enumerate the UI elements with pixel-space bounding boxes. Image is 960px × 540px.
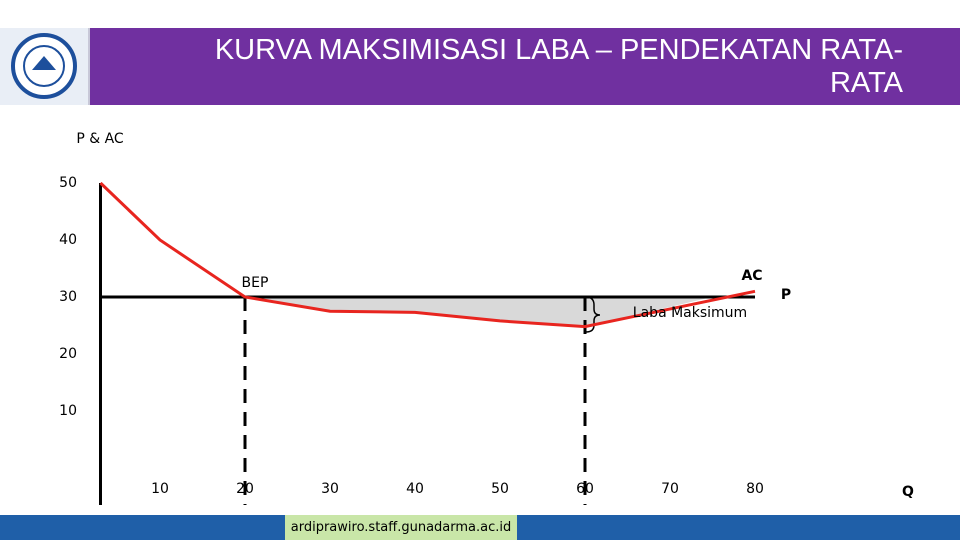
y-axis-label: P & AC <box>76 131 124 147</box>
series-label: AC <box>741 268 762 284</box>
title: KURVA MAKSIMISASI LABA – PENDEKATAN RATA… <box>214 34 903 99</box>
logo <box>0 28 90 105</box>
x-axis-label: Q <box>902 484 914 500</box>
x-tick-label: 50 <box>491 481 509 497</box>
annotation: BEP <box>242 275 269 291</box>
profit-area <box>245 297 712 327</box>
y-tick-label: 50 <box>59 175 77 191</box>
series-label: P <box>781 287 791 303</box>
header-bar <box>0 28 960 105</box>
y-tick-label: 30 <box>59 289 77 305</box>
x-tick-label: 30 <box>321 481 339 497</box>
series-line <box>99 181 756 329</box>
x-tick-label: 10 <box>151 481 169 497</box>
brace <box>585 296 601 333</box>
footer-url: ardiprawiro.staff.gunadarma.ac.id <box>285 515 517 540</box>
x-tick-label: 40 <box>406 481 424 497</box>
logo-emblem <box>11 33 77 99</box>
y-tick-label: 40 <box>59 232 77 248</box>
y-tick-label: 10 <box>59 403 77 419</box>
annotation: Laba Maksimum <box>633 305 747 321</box>
x-tick-label: 70 <box>661 481 679 497</box>
x-tick-label: 80 <box>746 481 764 497</box>
y-tick-label: 20 <box>59 346 77 362</box>
